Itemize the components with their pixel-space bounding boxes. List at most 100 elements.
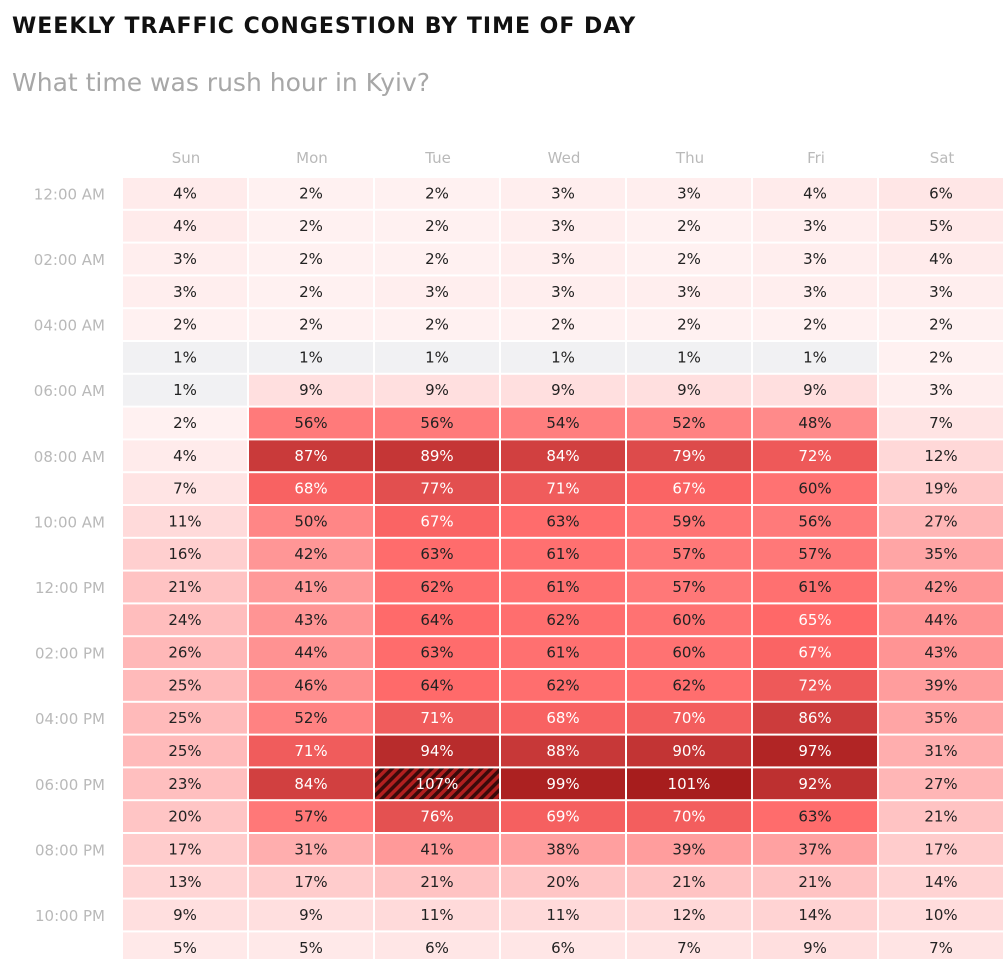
heatmap-cell-label: 21% (924, 808, 957, 826)
heatmap-cell (375, 407, 499, 439)
heatmap-cell (375, 440, 499, 472)
heatmap-cell-label: 88% (546, 742, 579, 760)
heatmap-cell-label: 84% (546, 447, 579, 465)
heatmap-cell (375, 899, 499, 931)
heatmap-cell (375, 702, 499, 734)
heatmap-cell-label: 97% (798, 742, 831, 760)
heatmap-cell (879, 374, 1003, 406)
heatmap-cell (753, 637, 877, 668)
heatmap-cell (249, 342, 373, 373)
heatmap-cell-label: 2% (299, 250, 323, 268)
heatmap-cell-label: 4% (173, 217, 197, 235)
heatmap-cell (753, 834, 877, 865)
heatmap-cell-label: 21% (672, 873, 705, 891)
heatmap-cell (375, 309, 499, 340)
heatmap-cell (753, 702, 877, 734)
heatmap-cell (501, 604, 625, 636)
heatmap-cell (753, 276, 877, 308)
heatmap-cell-label: 1% (677, 348, 701, 366)
heatmap-cell-label: 1% (173, 381, 197, 399)
heatmap-cell (627, 899, 751, 931)
heatmap-cell-label: 61% (546, 644, 579, 662)
heatmap-cell (627, 932, 751, 959)
heatmap-cell-label: 79% (672, 447, 705, 465)
heatmap-cell-label: 57% (672, 578, 705, 596)
heatmap-cell-label: 68% (546, 709, 579, 727)
row-label: 12:00 PM (35, 579, 105, 597)
heatmap-cell (123, 342, 247, 373)
heatmap-cell-label: 2% (677, 316, 701, 334)
heatmap-cell (123, 538, 247, 570)
heatmap-cell-label: 9% (803, 939, 827, 957)
heatmap-cell-label: 62% (546, 611, 579, 629)
heatmap-cell (249, 309, 373, 340)
heatmap-cell-label: 9% (551, 381, 575, 399)
heatmap-cell-label: 62% (420, 578, 453, 596)
heatmap-cell (249, 932, 373, 959)
heatmap-cell (501, 866, 625, 898)
heatmap-cell (753, 243, 877, 275)
heatmap-cell (249, 374, 373, 406)
heatmap-cell (627, 309, 751, 340)
heatmap-cell (501, 276, 625, 308)
heatmap-cell-label: 2% (425, 217, 449, 235)
heatmap-cell (753, 571, 877, 603)
heatmap-cell-label: 61% (798, 578, 831, 596)
heatmap-cell (375, 178, 499, 209)
heatmap-cell-label: 76% (420, 808, 453, 826)
column-header-wed: Wed (548, 149, 581, 167)
heatmap-cell-label: 21% (420, 873, 453, 891)
heatmap-cell (249, 407, 373, 439)
heatmap-cell-label: 62% (546, 676, 579, 694)
row-label: 06:00 AM (34, 382, 105, 400)
heatmap-cell (627, 538, 751, 570)
heatmap-cell-label: 9% (425, 381, 449, 399)
heatmap-cell (501, 670, 625, 701)
heatmap-cell (375, 834, 499, 865)
heatmap-cell-label: 3% (803, 283, 827, 301)
heatmap-cell-label: 5% (299, 939, 323, 957)
heatmap-cell-label: 70% (672, 709, 705, 727)
heatmap-cell (375, 210, 499, 242)
heatmap-cell-label: 9% (677, 381, 701, 399)
heatmap-cell-label: 25% (168, 676, 201, 694)
heatmap-cell-label: 2% (551, 316, 575, 334)
heatmap-cell-label: 86% (798, 709, 831, 727)
heatmap-cell-label: 39% (672, 840, 705, 858)
heatmap-cell-label: 99% (546, 775, 579, 793)
heatmap-cell (501, 538, 625, 570)
heatmap-cell-label: 6% (551, 939, 575, 957)
heatmap-cell-label: 65% (798, 611, 831, 629)
heatmap-cell (753, 407, 877, 439)
heatmap-cell (375, 506, 499, 537)
heatmap-cell (375, 735, 499, 767)
heatmap-cell-label: 44% (294, 644, 327, 662)
heatmap-cell (123, 374, 247, 406)
heatmap-cell-label: 41% (294, 578, 327, 596)
heatmap-cell-label: 4% (803, 184, 827, 202)
heatmap-cell-label: 72% (798, 447, 831, 465)
heatmap-cell (375, 801, 499, 832)
heatmap-cell-label: 56% (420, 414, 453, 432)
heatmap-cell-label: 39% (924, 676, 957, 694)
heatmap-cell-label: 17% (294, 873, 327, 891)
heatmap-cell (753, 735, 877, 767)
heatmap-cell-label: 21% (798, 873, 831, 891)
heatmap-cell (501, 473, 625, 504)
heatmap-cell-label: 3% (677, 184, 701, 202)
heatmap-cell-label: 71% (420, 709, 453, 727)
heatmap-cell-label: 7% (677, 939, 701, 957)
heatmap-cell (879, 178, 1003, 209)
heatmap-cell-label: 35% (924, 545, 957, 563)
heatmap-cell-label: 3% (677, 283, 701, 301)
heatmap-cell (375, 604, 499, 636)
heatmap-cell-label: 20% (546, 873, 579, 891)
heatmap-cell (501, 899, 625, 931)
heatmap-cell-label: 7% (929, 414, 953, 432)
column-header-thu: Thu (675, 149, 704, 167)
heatmap-cell-label: 54% (546, 414, 579, 432)
heatmap-cell-label: 3% (551, 250, 575, 268)
heatmap-cell-label: 16% (168, 545, 201, 563)
heatmap-cell-label: 2% (425, 184, 449, 202)
heatmap-cell-label: 9% (173, 906, 197, 924)
